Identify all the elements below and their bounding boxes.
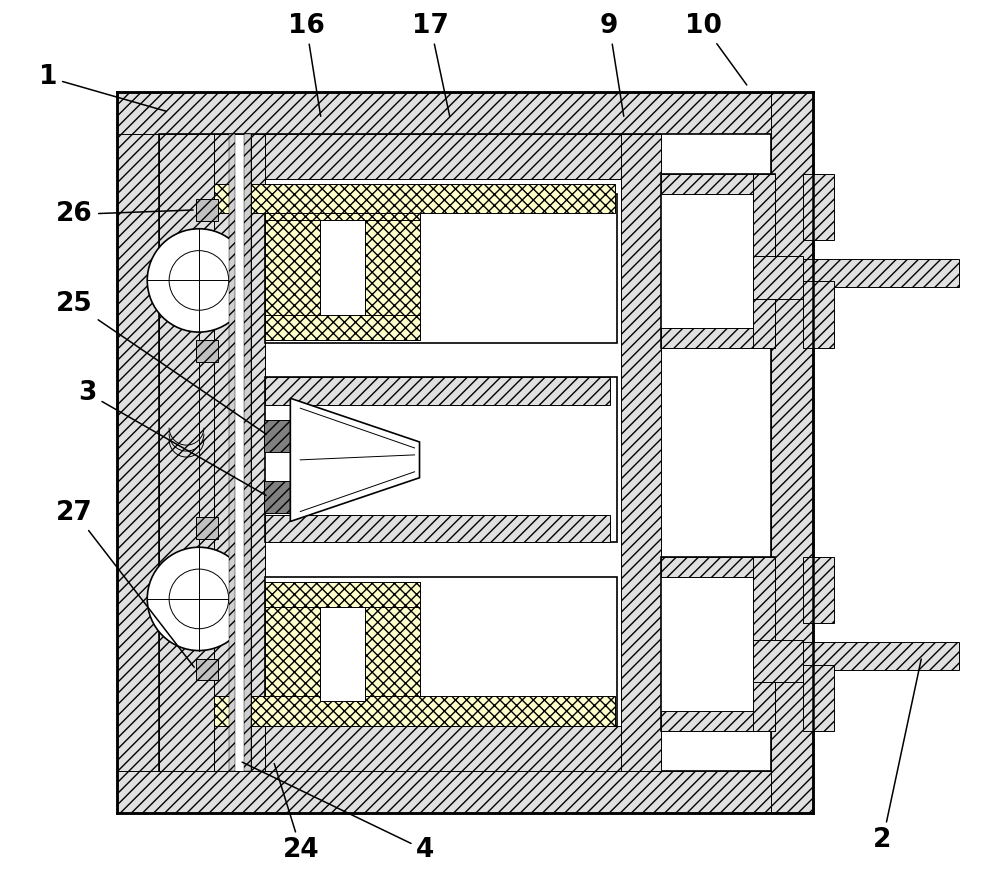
Bar: [753, 256, 803, 299]
Bar: [264, 481, 298, 513]
Bar: [265, 702, 420, 726]
Bar: [365, 195, 420, 340]
Polygon shape: [290, 398, 420, 522]
Bar: [320, 607, 365, 702]
Text: 24: 24: [274, 764, 320, 864]
Bar: [117, 771, 813, 813]
Bar: [753, 640, 803, 682]
Bar: [214, 134, 632, 178]
Bar: [265, 377, 610, 405]
Bar: [265, 582, 320, 726]
Text: 3: 3: [78, 381, 266, 495]
Text: 27: 27: [56, 500, 194, 668]
Bar: [365, 582, 420, 726]
Bar: [117, 92, 813, 134]
Bar: [753, 173, 775, 347]
Circle shape: [147, 228, 251, 332]
Bar: [214, 134, 265, 771]
Bar: [775, 259, 959, 287]
Bar: [320, 220, 365, 315]
Bar: [265, 582, 420, 607]
Bar: [159, 134, 771, 771]
Bar: [265, 578, 617, 726]
Bar: [661, 173, 775, 193]
Bar: [661, 173, 775, 347]
Bar: [803, 557, 834, 623]
Text: 2: 2: [873, 659, 921, 853]
Bar: [661, 557, 775, 578]
Bar: [196, 340, 218, 362]
Circle shape: [169, 250, 229, 311]
Text: 9: 9: [600, 12, 624, 116]
Bar: [621, 134, 661, 771]
Bar: [771, 92, 813, 813]
Text: 17: 17: [412, 12, 450, 116]
Text: 26: 26: [56, 201, 193, 228]
Bar: [229, 134, 251, 771]
Bar: [753, 557, 775, 732]
Bar: [229, 134, 235, 771]
Bar: [775, 642, 959, 670]
Text: 1: 1: [39, 64, 166, 111]
Bar: [803, 665, 834, 732]
Text: 4: 4: [242, 762, 435, 864]
Bar: [214, 726, 632, 771]
Bar: [196, 199, 218, 220]
Text: 16: 16: [288, 12, 325, 116]
Text: 10: 10: [685, 12, 747, 85]
Bar: [264, 420, 298, 452]
Text: 25: 25: [56, 290, 266, 434]
Bar: [803, 282, 834, 347]
Bar: [196, 659, 218, 681]
Bar: [265, 315, 420, 340]
Bar: [117, 92, 159, 813]
Bar: [661, 328, 775, 347]
Bar: [661, 557, 775, 732]
Bar: [244, 134, 251, 771]
Bar: [214, 696, 615, 726]
Circle shape: [169, 569, 229, 629]
Bar: [661, 711, 775, 732]
Bar: [265, 193, 617, 343]
Bar: [196, 517, 218, 539]
Bar: [265, 377, 617, 542]
Bar: [265, 514, 610, 542]
Circle shape: [147, 547, 251, 651]
Bar: [265, 195, 320, 340]
Bar: [214, 184, 615, 214]
Bar: [803, 173, 834, 240]
Bar: [265, 195, 420, 220]
Bar: [159, 134, 214, 771]
